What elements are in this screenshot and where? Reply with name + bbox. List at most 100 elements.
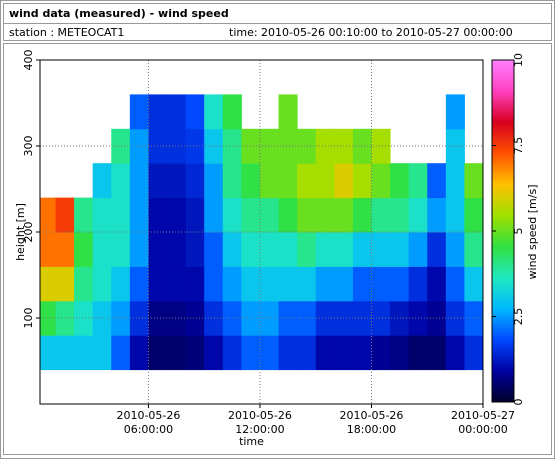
cell [111,128,131,164]
cell [315,335,335,371]
cell [204,163,224,199]
cell [445,163,465,199]
cell [390,163,410,199]
cell [334,197,354,233]
cell [445,128,465,164]
x-tick-label: 2010-05-27 00:00:00 [451,409,515,436]
cell [278,128,298,164]
cell [241,197,261,233]
cell [185,300,205,336]
cell [92,232,112,267]
cell [74,335,94,371]
cell [352,300,372,336]
cell [167,94,187,130]
cell [297,232,317,267]
plot-box [3,43,552,455]
cell [408,335,428,371]
colorbar-tick-label: 10 [512,53,525,67]
time-range: time: 2010-05-26 00:10:00 to 2010-05-27 … [229,26,513,39]
cell [74,300,94,336]
cell [55,197,75,233]
cell [40,300,56,336]
x-tick-label: 2010-05-26 12:00:00 [228,409,292,436]
cell [222,163,242,199]
cell [334,266,354,302]
y-tick-label: 300 [22,136,35,157]
cell [278,266,298,302]
cell [352,232,372,267]
cell [371,300,391,336]
cell [334,232,354,267]
cell [278,197,298,233]
cell [259,266,280,302]
cell [315,232,335,267]
cell [222,94,242,130]
x-tick-label: 2010-05-26 06:00:00 [116,409,180,436]
cell [167,300,187,336]
cell [259,163,280,199]
title: wind data (measured) - wind speed [9,7,229,20]
cell [297,300,317,336]
cell [352,335,372,371]
cell [204,128,224,164]
cell [408,266,428,302]
colorbar-label: wind speed [m/s] [526,185,539,280]
cell [55,266,75,302]
cell [427,335,447,371]
cell [241,335,261,371]
cell [92,266,112,302]
cell [222,335,242,371]
cell [408,232,428,267]
cell [297,266,317,302]
cell [185,94,205,130]
cell [445,232,465,267]
cell [167,335,187,371]
cell [40,266,56,302]
cell [464,163,483,199]
colorbar-tick-label: 5 [512,228,525,235]
cell [204,335,224,371]
cell [297,163,317,199]
cell [259,335,280,371]
colorbar-tick-label: 7.5 [512,137,525,155]
cell [241,232,261,267]
cell [297,128,317,164]
cell [464,335,483,371]
cell [111,266,131,302]
cell [129,232,149,267]
cell [204,94,224,130]
cell [371,163,391,199]
cell [222,197,242,233]
cell [204,300,224,336]
cell [427,163,447,199]
cell [427,266,447,302]
cell [445,266,465,302]
cell [74,266,94,302]
station: station : METEOCAT1 [9,26,124,39]
cell [148,335,168,371]
cell [315,163,335,199]
cell [352,128,372,164]
cell [111,335,131,371]
cell [55,300,75,336]
cell [92,197,112,233]
cell [445,197,465,233]
y-tick-label: 100 [22,308,35,329]
cell [148,94,168,130]
cell [129,266,149,302]
cell [278,163,298,199]
cell [371,335,391,371]
cell [167,232,187,267]
cell [129,197,149,233]
cell [408,163,428,199]
x-axis-label: time [239,435,264,448]
cell [167,197,187,233]
cell [334,163,354,199]
cell [111,163,131,199]
cell [40,335,56,371]
cell [445,335,465,371]
cell [148,197,168,233]
cell [371,197,391,233]
cell [334,335,354,371]
cell [371,232,391,267]
